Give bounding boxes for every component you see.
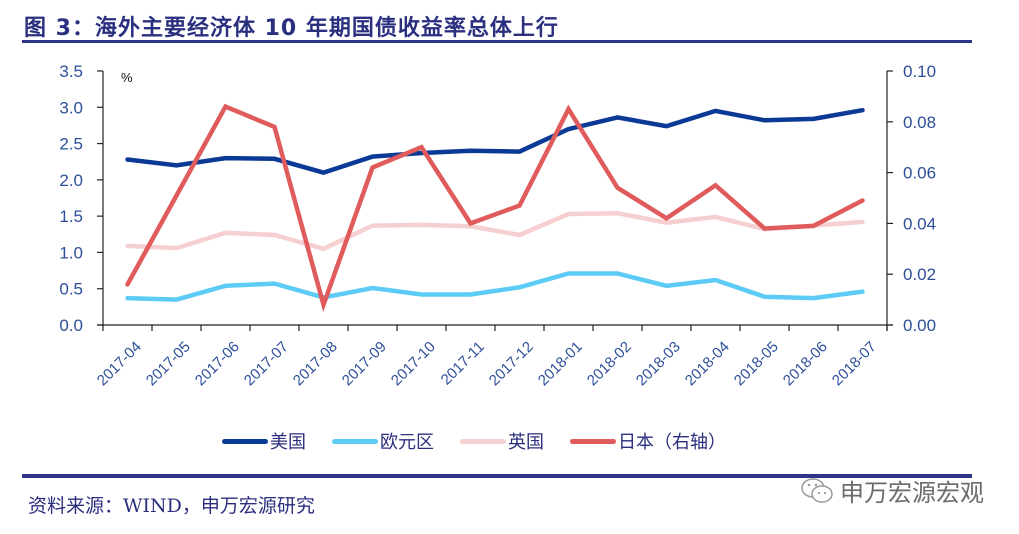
- x-tick-label: 2017-05: [143, 338, 194, 389]
- right-y-tick-label: 0.10: [903, 62, 936, 81]
- y-unit-label: %: [121, 70, 133, 85]
- series-line-0: [125, 107, 865, 175]
- title-divider: [22, 40, 972, 43]
- legend-swatch: [570, 438, 616, 444]
- legend-swatch: [332, 438, 378, 444]
- right-y-tick-label: 0.04: [903, 214, 936, 233]
- left-y-tick-label: 2.5: [59, 135, 83, 154]
- x-tick-label: 2018-02: [584, 338, 635, 389]
- footer-divider: [22, 474, 972, 478]
- right-y-tick-label: 0.06: [903, 164, 936, 183]
- x-tick-label: 2018-03: [633, 338, 684, 389]
- x-tick-label: 2017-09: [339, 338, 390, 389]
- legend-item: 英国: [460, 428, 544, 454]
- series-lines: [125, 103, 865, 313]
- left-y-tick-label: 1.5: [59, 207, 83, 226]
- legend-label: 英国: [508, 432, 544, 453]
- x-tick-label: 2017-11: [438, 338, 488, 388]
- right-y-tick-label: 0.02: [903, 265, 936, 284]
- series-line-3: [125, 103, 865, 313]
- x-tick-label: 2017-08: [290, 338, 341, 389]
- x-tick-label: 2017-07: [241, 338, 292, 389]
- watermark: 申万宏源宏观: [800, 473, 984, 508]
- x-tick-label: 2018-05: [731, 338, 782, 389]
- left-y-tick-label: 2.0: [59, 171, 83, 190]
- x-tick-label: 2017-12: [486, 338, 537, 389]
- legend-label: 日本（右轴）: [618, 432, 726, 453]
- figure-title: 图 3：海外主要经济体 10 年期国债收益率总体上行: [24, 16, 559, 41]
- left-y-tick-label: 1.0: [59, 243, 83, 262]
- legend-item: 美国: [222, 428, 306, 454]
- legend-label: 美国: [270, 432, 306, 453]
- x-tick-label: 2017-04: [94, 338, 145, 389]
- right-y-tick-label: 0.00: [903, 316, 936, 335]
- x-tick-label: 2018-04: [682, 338, 733, 389]
- source-note: 资料来源：WIND，申万宏源研究: [28, 495, 315, 517]
- left-y-tick-label: 3.0: [59, 98, 83, 117]
- right-y-tick-label: 0.08: [903, 113, 936, 132]
- legend-label: 欧元区: [380, 432, 434, 453]
- left-y-tick-label: 3.5: [59, 62, 83, 81]
- chart-legend: 美国 欧元区 英国 日本（右轴）: [222, 428, 752, 454]
- legend-swatch: [460, 438, 506, 444]
- left-y-tick-label: 0.5: [59, 280, 83, 299]
- x-tick-label: 2018-07: [829, 338, 880, 389]
- left-y-tick-label: 0.0: [59, 316, 83, 335]
- x-tick-label: 2017-10: [388, 338, 439, 389]
- wechat-icon: [801, 477, 833, 503]
- series-line-1: [125, 271, 865, 302]
- legend-item: 日本（右轴）: [570, 428, 726, 454]
- x-tick-label: 2017-06: [192, 338, 243, 389]
- watermark-text: 申万宏源宏观: [840, 479, 984, 507]
- series-line-2: [125, 210, 865, 252]
- legend-swatch: [222, 438, 268, 444]
- x-tick-label: 2018-06: [780, 338, 831, 389]
- legend-item: 欧元区: [332, 428, 434, 454]
- x-tick-label: 2018-01: [535, 338, 586, 389]
- yield-line-chart: 0.0 0.5 1.0 1.5 2.0 2.5 3.0 3.5 0.00 0.02 0.04 0.06…: [59, 62, 936, 389]
